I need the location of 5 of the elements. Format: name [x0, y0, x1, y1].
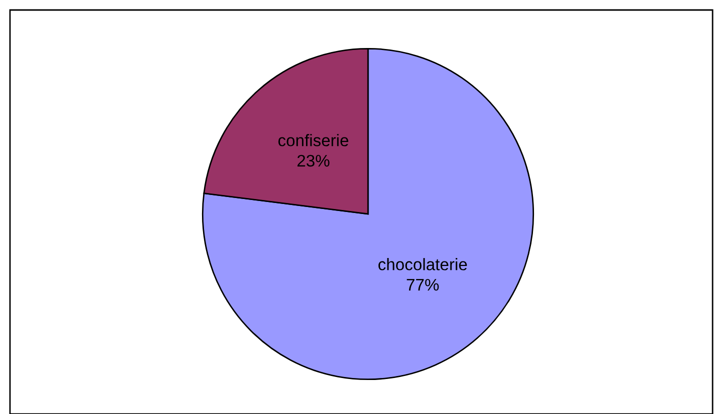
data-label: 23%: [297, 154, 330, 167]
data-label: 77%: [406, 278, 439, 291]
pie-slice: [202, 48, 534, 380]
slice-label: chocolaterie: [378, 258, 467, 270]
slice-label: confiserie: [278, 134, 348, 146]
